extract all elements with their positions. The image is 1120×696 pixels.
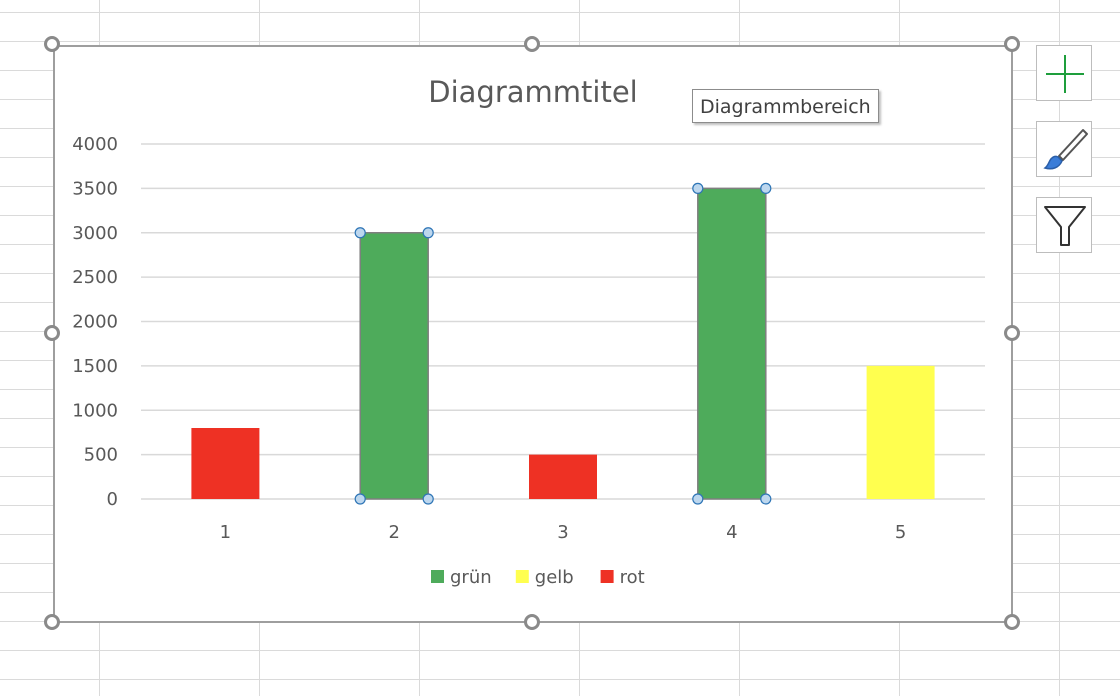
- legend-swatch[interactable]: [431, 570, 444, 583]
- y-tick-label: 1500: [72, 356, 118, 377]
- chart-styles-button[interactable]: [1036, 121, 1092, 177]
- resize-handle-bottom[interactable]: [524, 614, 540, 630]
- y-tick-label: 2500: [72, 267, 118, 288]
- legend-label[interactable]: gelb: [535, 567, 574, 588]
- bar-selection-handle[interactable]: [354, 493, 366, 505]
- bar-selection-handle[interactable]: [760, 493, 772, 505]
- y-tick-label: 1000: [72, 400, 118, 421]
- chart-area-tooltip: Diagrammbereich: [692, 89, 879, 123]
- chart-plot[interactable]: Diagrammtitel 0 500 1000 1500 2000 2500 3000 350…: [55, 47, 1011, 621]
- x-tick-label: 5: [895, 522, 906, 543]
- chart-area[interactable]: Diagrammtitel 0 500 1000 1500 2000 2500 3000 350…: [53, 45, 1013, 623]
- legend-swatch[interactable]: [515, 570, 529, 583]
- legend-label[interactable]: grün: [450, 567, 492, 588]
- y-tick-label: 500: [84, 445, 118, 466]
- resize-handle-bottom-right[interactable]: [1004, 614, 1020, 630]
- bar-selection-handle[interactable]: [692, 182, 704, 194]
- bar-selection-handle[interactable]: [354, 227, 366, 239]
- x-tick-label: 4: [726, 522, 737, 543]
- bar-selection-handle[interactable]: [422, 227, 434, 239]
- resize-handle-top[interactable]: [524, 36, 540, 52]
- brush-icon: [1043, 129, 1088, 170]
- bar-selection-handle[interactable]: [422, 493, 434, 505]
- x-tick-label: 3: [557, 522, 568, 543]
- y-tick-label: 4000: [72, 134, 118, 155]
- x-tick-label: 1: [220, 522, 231, 543]
- legend-label[interactable]: rot: [620, 567, 645, 588]
- y-tick-label: 0: [107, 489, 118, 510]
- chart-elements-button[interactable]: [1036, 45, 1092, 101]
- resize-handle-top-left[interactable]: [44, 36, 60, 52]
- y-tick-label: 2000: [72, 312, 118, 333]
- bar[interactable]: [359, 232, 429, 500]
- resize-handle-left[interactable]: [44, 325, 60, 341]
- resize-handle-top-right[interactable]: [1004, 36, 1020, 52]
- legend-swatch[interactable]: [600, 570, 614, 583]
- bar-selection-handle[interactable]: [692, 493, 704, 505]
- chart-filters-button[interactable]: [1036, 197, 1092, 253]
- resize-handle-bottom-left[interactable]: [44, 614, 60, 630]
- chart-title[interactable]: Diagrammtitel: [428, 75, 637, 109]
- y-tick-label: 3000: [72, 223, 118, 244]
- resize-handle-right[interactable]: [1004, 325, 1020, 341]
- plus-icon: [1046, 55, 1084, 93]
- bar[interactable]: [697, 187, 767, 500]
- bar[interactable]: [529, 454, 597, 499]
- bar[interactable]: [191, 428, 260, 499]
- bar-selection-handle[interactable]: [760, 182, 772, 194]
- bar[interactable]: [866, 365, 935, 499]
- funnel-icon: [1044, 206, 1086, 246]
- x-tick-label: 2: [388, 522, 399, 543]
- y-tick-label: 3500: [72, 178, 118, 199]
